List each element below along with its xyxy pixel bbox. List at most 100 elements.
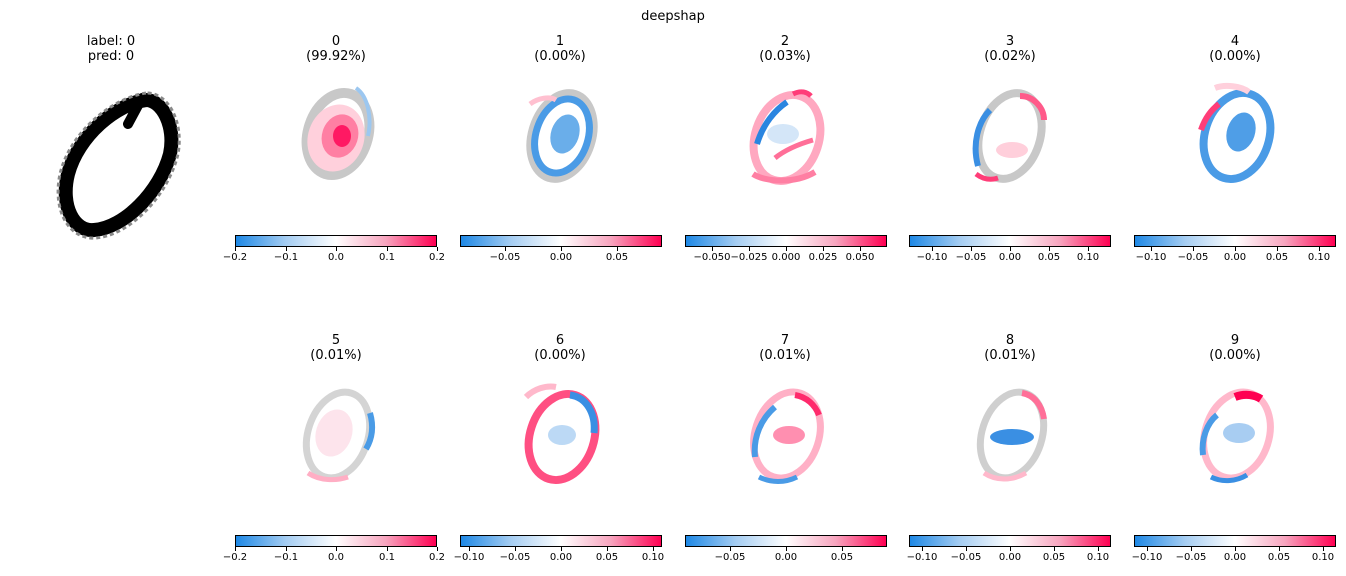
colorbar-9	[1134, 535, 1336, 547]
colorbar-tick-label: −0.2	[222, 252, 248, 263]
colorbar-tick	[235, 247, 236, 251]
colorbar-tick	[932, 247, 933, 251]
colorbar-tick-label: 0.00	[1223, 252, 1247, 263]
colorbar-tick-label: −0.10	[916, 252, 948, 263]
colorbar-tick	[286, 247, 287, 251]
shap-heatmap-6	[523, 383, 600, 484]
colorbar-tick-label: 0.000	[771, 252, 801, 263]
colorbar-tick	[515, 547, 516, 551]
colorbar-tick	[1147, 547, 1148, 551]
panel-probability: (0.00%)	[1209, 348, 1261, 363]
colorbar-tick	[1010, 547, 1011, 551]
colorbar-tick	[437, 247, 438, 251]
colorbar-tick	[1098, 547, 1099, 551]
colorbar-tick	[1279, 547, 1280, 551]
panel-probability: (0.01%)	[759, 348, 811, 363]
colorbar-tick	[1235, 547, 1236, 551]
colorbar-tick	[437, 547, 438, 551]
shap-heatmap-5	[302, 388, 376, 483]
colorbar-8	[909, 535, 1111, 547]
colorbar-tick	[922, 547, 923, 551]
panel-header-0: 0 (99.92%)	[286, 34, 386, 64]
colorbar-tick	[607, 547, 608, 551]
panel-header-1: 1 (0.00%)	[510, 34, 610, 64]
colorbar-tick	[860, 247, 861, 251]
colorbar-tick-label: 0.00	[998, 552, 1022, 563]
colorbar-tick-label: 0.05	[1267, 552, 1291, 563]
panel-header-9: 9 (0.00%)	[1185, 333, 1285, 363]
colorbar-tick-label: 0.1	[379, 552, 395, 563]
shap-heatmap-2	[749, 89, 825, 185]
colorbar-4	[1134, 235, 1336, 247]
colorbar-tick	[561, 247, 562, 251]
colorbar-tick-label: 0.10	[1076, 252, 1100, 263]
colorbar-tick	[387, 547, 388, 551]
colorbar-3	[909, 235, 1111, 247]
colorbar-tick-label: 0.2	[429, 252, 445, 263]
colorbar-tick	[842, 547, 843, 551]
colorbar-tick-label: 0.05	[830, 552, 854, 563]
colorbar-tick-label: 0.10	[1086, 552, 1110, 563]
colorbar-tick-label: 0.00	[1223, 552, 1247, 563]
colorbar-tick-label: 0.05	[605, 252, 629, 263]
colorbar-tick-label: −0.025	[730, 252, 768, 263]
colorbar-tick	[1049, 247, 1050, 251]
colorbar-7	[685, 535, 887, 547]
panel-probability: (0.03%)	[759, 49, 811, 64]
colorbar-tick	[1191, 547, 1192, 551]
shap-heatmap-8	[976, 388, 1048, 482]
panel-class-label: 6	[555, 333, 565, 348]
panel-class-label: 5	[331, 333, 341, 348]
colorbar-tick	[1235, 247, 1236, 251]
colorbar-tick-label: 0.025	[808, 252, 838, 263]
colorbar-tick	[561, 547, 562, 551]
colorbar-tick-label: 0.00	[998, 252, 1022, 263]
colorbar-tick	[336, 547, 337, 551]
panel-class-label: 0	[331, 34, 341, 49]
colorbar-1	[460, 235, 662, 247]
colorbar-tick-label: 0.10	[1311, 552, 1335, 563]
panel-class-label: 7	[780, 333, 790, 348]
colorbar-tick-label: −0.1	[273, 252, 299, 263]
colorbar-tick	[653, 547, 654, 551]
input-header: label: 0 pred: 0	[60, 34, 162, 64]
colorbar-0	[235, 235, 437, 247]
colorbar-tick	[1151, 247, 1152, 251]
panel-probability: (0.02%)	[984, 49, 1036, 64]
shap-heatmap-3	[972, 89, 1047, 183]
colorbar-6	[460, 535, 662, 547]
colorbar-tick-label: −0.05	[955, 252, 987, 263]
colorbar-tick	[730, 547, 731, 551]
panel-probability: (0.00%)	[534, 348, 586, 363]
panel-header-8: 8 (0.01%)	[960, 333, 1060, 363]
pred-text: pred: 0	[87, 49, 135, 64]
figure-title: deepshap	[641, 9, 705, 24]
colorbar-tick-label: −0.10	[453, 552, 485, 563]
colorbar-tick	[1319, 247, 1320, 251]
panel-class-label: 9	[1230, 333, 1240, 348]
colorbar-tick-label: −0.05	[499, 552, 531, 563]
colorbar-tick	[286, 547, 287, 551]
colorbar-tick-label: 0.050	[845, 252, 875, 263]
colorbar-tick	[786, 547, 787, 551]
panel-probability: (0.01%)	[984, 348, 1036, 363]
colorbar-tick	[387, 247, 388, 251]
colorbar-tick-label: 0.00	[549, 552, 573, 563]
label-text: label: 0	[86, 34, 136, 49]
colorbar-tick-label: −0.1	[273, 552, 299, 563]
colorbar-tick-label: 0.2	[429, 552, 445, 563]
panel-class-label: 3	[1005, 34, 1015, 49]
colorbar-tick	[1323, 547, 1324, 551]
input-digit-image	[56, 91, 181, 240]
panel-class-label: 8	[1005, 333, 1015, 348]
colorbar-tick-label: 0.1	[379, 252, 395, 263]
colorbar-tick	[1010, 247, 1011, 251]
colorbar-tick	[1054, 547, 1055, 551]
colorbar-tick-label: −0.050	[693, 252, 731, 263]
colorbar-tick-label: −0.05	[1175, 552, 1207, 563]
colorbar-tick-label: −0.10	[1131, 552, 1163, 563]
colorbar-2	[685, 235, 887, 247]
colorbar-tick-label: 0.00	[774, 552, 798, 563]
colorbar-tick-label: 0.0	[328, 252, 344, 263]
colorbar-tick	[617, 247, 618, 251]
